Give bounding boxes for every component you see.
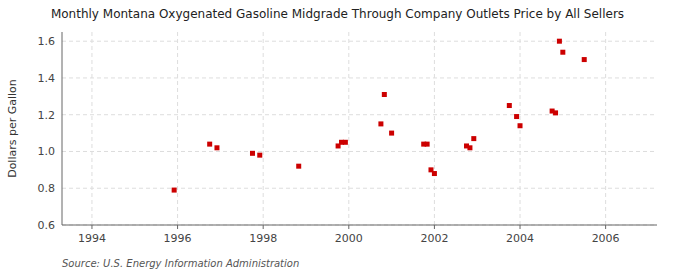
- point: [214, 145, 219, 150]
- y-axis-label: Dollars per Gallon: [6, 79, 19, 178]
- y-grid-line: [62, 188, 657, 189]
- x-grid-line: [348, 32, 349, 225]
- point: [425, 142, 430, 147]
- point: [467, 145, 472, 150]
- source: Source: U.S. Energy Information Administ…: [62, 258, 299, 269]
- x-tick-label: 1994: [78, 232, 106, 245]
- x-grid-line: [434, 32, 435, 225]
- x-tick: [91, 225, 92, 229]
- points: [172, 39, 587, 193]
- point: [432, 171, 437, 176]
- x-tick-label: 2000: [335, 232, 363, 245]
- y-grid-line: [62, 151, 657, 152]
- y-tick-label: 0.6: [38, 219, 56, 232]
- y-grid-line: [62, 225, 657, 226]
- grid: [62, 32, 657, 225]
- axes: 0.6 0.8 1.0 1.2 1.4 1.6 1994 1996 1998 2000 2002 20…: [38, 32, 658, 245]
- x-tick: [348, 225, 349, 229]
- x-tick: [520, 225, 521, 229]
- point: [389, 131, 394, 136]
- x-grid-line: [605, 32, 606, 225]
- point: [296, 164, 301, 169]
- point: [250, 151, 255, 156]
- x-grid-line: [177, 32, 178, 225]
- title: Monthly Montana Oxygenated Gasoline Midg…: [51, 7, 624, 21]
- point: [172, 188, 177, 193]
- y-grid-line: [62, 114, 657, 115]
- y-tick-label: 0.8: [38, 182, 56, 195]
- chart: Monthly Montana Oxygenated Gasoline Midg…: [0, 0, 675, 275]
- x-grid-line: [91, 32, 92, 225]
- point: [471, 136, 476, 141]
- y-tick-label: 1.6: [38, 35, 56, 48]
- point: [382, 92, 387, 97]
- y-grid-line: [62, 77, 657, 78]
- point: [553, 110, 558, 115]
- point: [560, 50, 565, 55]
- point: [557, 39, 562, 44]
- point: [207, 142, 212, 147]
- x-tick-label: 2006: [592, 232, 620, 245]
- x-tick-label: 2002: [420, 232, 448, 245]
- x-axis-line: [62, 225, 657, 226]
- point: [343, 140, 348, 145]
- point: [378, 121, 383, 126]
- y-axis-line: [62, 32, 63, 225]
- x-grid-line: [520, 32, 521, 225]
- y-grid-line: [62, 41, 657, 42]
- point: [582, 57, 587, 62]
- x-tick-label: 1998: [249, 232, 277, 245]
- x-grid-line: [263, 32, 264, 225]
- point: [518, 123, 523, 128]
- point: [514, 114, 519, 119]
- x-tick-label: 1996: [164, 232, 192, 245]
- x-tick-label: 2004: [506, 232, 534, 245]
- x-tick: [263, 225, 264, 229]
- x-tick: [605, 225, 606, 229]
- point: [507, 103, 512, 108]
- x-tick: [177, 225, 178, 229]
- y-tick-label: 1.0: [38, 145, 56, 158]
- y-tick-label: 1.2: [38, 109, 56, 122]
- point: [257, 153, 262, 158]
- x-tick: [434, 225, 435, 229]
- y-tick-label: 1.4: [38, 72, 56, 85]
